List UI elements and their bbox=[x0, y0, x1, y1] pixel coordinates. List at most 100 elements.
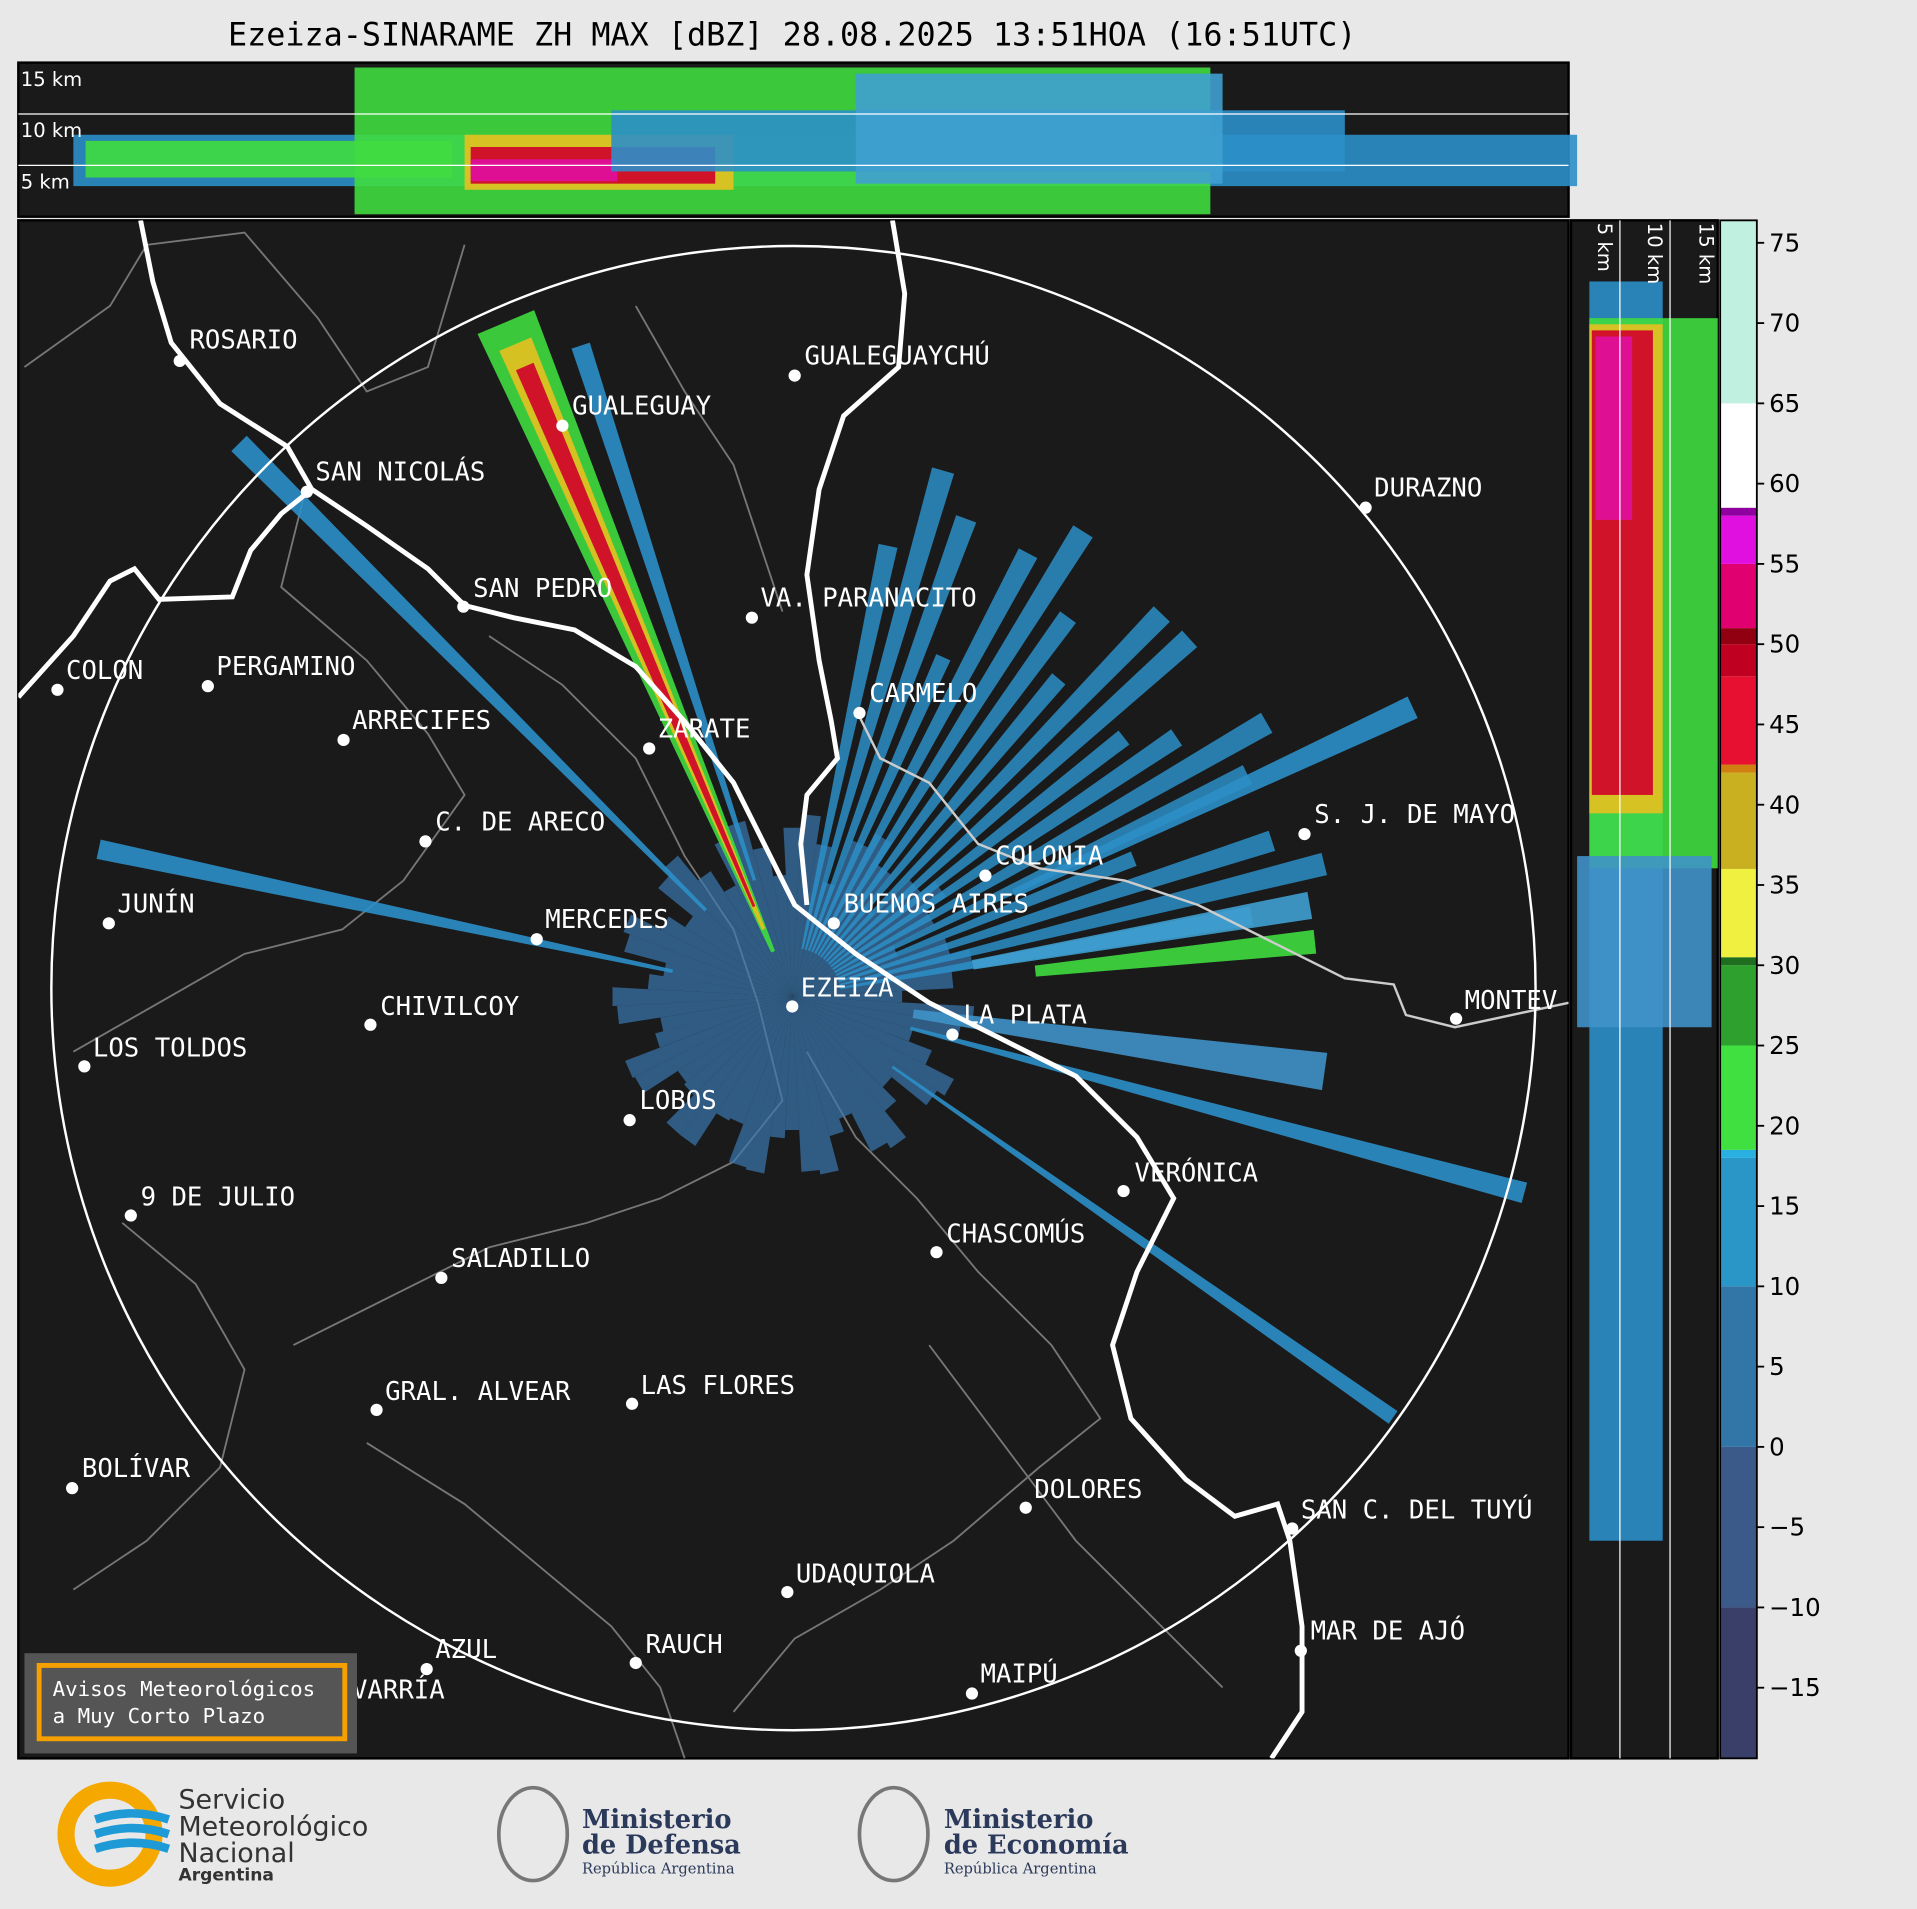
echo-wedge bbox=[792, 814, 821, 997]
border-line bbox=[23, 231, 466, 393]
city-label: COLONIA bbox=[995, 842, 1103, 872]
border-line bbox=[72, 1222, 246, 1591]
echo-wedge bbox=[820, 611, 1076, 958]
echo-wedge bbox=[792, 996, 852, 1119]
colorbar-segment bbox=[1720, 507, 1757, 516]
city-label: CHASCOMÚS bbox=[946, 1217, 1085, 1249]
echo-band bbox=[855, 73, 1223, 184]
colorbar-tick-label: 25 bbox=[1769, 1031, 1800, 1060]
colorbar-segment bbox=[1720, 1286, 1757, 1447]
cities: ROSARIO GUALEGUAYCHÚ GUALEGUAY SAN NICOLÁS D… bbox=[51, 326, 1557, 1716]
echo-wedge bbox=[814, 548, 1038, 955]
colorbar-frame bbox=[1719, 219, 1758, 1760]
echo-wedge bbox=[773, 874, 793, 997]
city-label: LA PLATA bbox=[963, 1001, 1087, 1031]
echo-wedge bbox=[660, 996, 793, 1032]
echo-wedge bbox=[792, 938, 951, 997]
city-dot bbox=[745, 611, 758, 624]
city-dot bbox=[173, 354, 186, 368]
colorbar-segment bbox=[1720, 868, 1757, 958]
city-label: BUENOS AIRES bbox=[844, 889, 1029, 919]
echo-wedge bbox=[624, 934, 793, 997]
city-label: SAN PEDRO bbox=[473, 574, 612, 604]
colorbar-segment bbox=[1720, 1149, 1757, 1158]
logo-text: Ministerio bbox=[582, 1805, 732, 1835]
echo-wedge bbox=[792, 996, 932, 1065]
city-label: VA. PARANACITO bbox=[760, 584, 976, 614]
echo-wedge bbox=[663, 855, 793, 997]
city-dot bbox=[930, 1246, 943, 1259]
colorbar-tick-label: 15 bbox=[1769, 1192, 1800, 1221]
colorbar-tick-label: 30 bbox=[1769, 951, 1800, 980]
echo-wedge bbox=[714, 837, 793, 997]
city-dot bbox=[786, 1000, 799, 1013]
city-label: JUNÍN bbox=[117, 887, 194, 919]
city-label: LOBOS bbox=[639, 1086, 716, 1116]
echo-wedge bbox=[634, 996, 793, 1093]
colorbar-tick-label: 70 bbox=[1769, 309, 1800, 338]
city-label: MAR DE AJÓ bbox=[1311, 1615, 1465, 1647]
echo-wedge bbox=[515, 362, 756, 908]
echo-wedge bbox=[801, 543, 898, 950]
city-dot bbox=[457, 600, 470, 613]
colorbar-segment bbox=[1720, 772, 1757, 869]
echo-wedge bbox=[617, 996, 793, 1025]
echo-wedge bbox=[655, 996, 793, 1048]
city-dot bbox=[623, 1114, 636, 1127]
city-label: CHIVILCOY bbox=[380, 992, 519, 1022]
colorbar-segment bbox=[1720, 628, 1757, 645]
logo-text: Servicio bbox=[178, 1784, 285, 1815]
city-dot bbox=[419, 835, 432, 848]
echo-wedge bbox=[804, 467, 955, 950]
echo-wedge bbox=[612, 987, 793, 1007]
altitude-label: 15 km bbox=[1694, 223, 1717, 284]
echo-wedge bbox=[684, 996, 793, 1096]
echo-wedge bbox=[745, 996, 793, 1174]
echo-wedge bbox=[697, 871, 793, 997]
altitude-label: 5 km bbox=[21, 171, 70, 194]
city-label: LOS TOLDOS bbox=[93, 1034, 247, 1064]
altitude-label: 5 km bbox=[1593, 223, 1616, 272]
colorbar-segment bbox=[1720, 220, 1757, 404]
city-dot bbox=[124, 1209, 137, 1222]
echo-wedge bbox=[792, 996, 897, 1111]
echo-wedge bbox=[1012, 696, 1418, 898]
city-label: S. J. DE MAYO bbox=[1314, 800, 1515, 830]
city-label: DURAZNO bbox=[1374, 474, 1482, 504]
colorbar-tick-label: −15 bbox=[1769, 1673, 1821, 1702]
logo-text: Ministerio bbox=[944, 1805, 1094, 1835]
city-label: PERGAMINO bbox=[216, 652, 355, 682]
city-label: COLON bbox=[66, 656, 143, 686]
city-dot bbox=[625, 1397, 639, 1410]
notice-text: Avisos Meteorológicos bbox=[53, 1677, 316, 1701]
echo-wedge bbox=[817, 525, 1093, 956]
city-dot bbox=[629, 1656, 642, 1670]
echo-wedge bbox=[661, 916, 793, 997]
echo-wedge bbox=[792, 996, 892, 1088]
city-label: 9 DE JULIO bbox=[141, 1183, 295, 1213]
title: Ezeiza-SINARAME ZH MAX [dBZ] 28.08.2025 … bbox=[228, 18, 1356, 54]
echo-wedge bbox=[726, 820, 793, 997]
city-label: GUALEGUAY bbox=[572, 392, 711, 422]
colorbar-segment bbox=[1720, 957, 1757, 966]
echo-wedge bbox=[658, 874, 793, 997]
city-label: CARMELO bbox=[869, 679, 977, 709]
echo-wedge bbox=[838, 830, 1276, 983]
echo-wedge bbox=[792, 909, 935, 997]
city-dot bbox=[979, 869, 992, 882]
echo-wedge bbox=[792, 996, 820, 1172]
river-coast bbox=[854, 708, 1569, 1029]
city-dot bbox=[781, 1585, 794, 1599]
city-dot bbox=[364, 1018, 377, 1031]
city-dot bbox=[788, 369, 801, 382]
city-dot bbox=[827, 917, 840, 930]
city-label: MAIPÚ bbox=[981, 1658, 1058, 1690]
border-line bbox=[72, 489, 466, 1053]
city-dot bbox=[420, 1662, 433, 1676]
colorbar-segment bbox=[1720, 403, 1757, 508]
echo-wedge bbox=[837, 851, 1137, 980]
city-dot bbox=[965, 1687, 979, 1700]
logo-waves bbox=[94, 1809, 171, 1853]
echo-wedge bbox=[792, 996, 888, 1152]
colorbar-tick-label: 10 bbox=[1769, 1272, 1800, 1301]
